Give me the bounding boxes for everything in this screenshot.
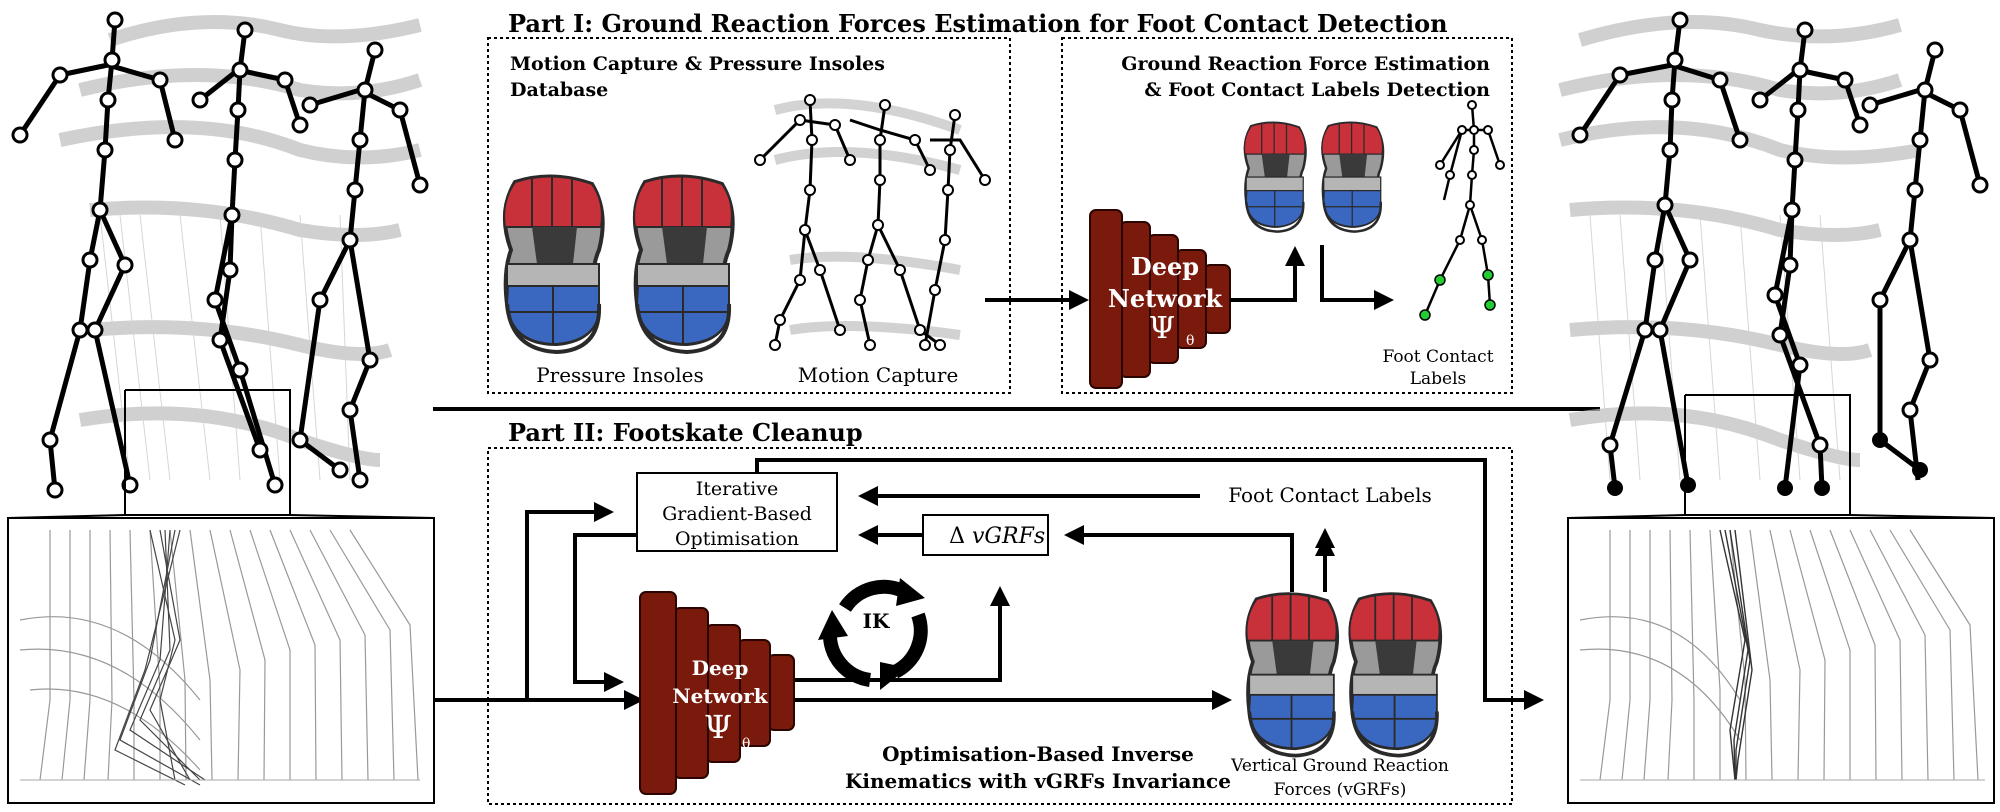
pressure-insole-right [632,173,735,354]
network1-label-2: Network [1108,284,1224,313]
delta-vgrfs-label: vGRFs [972,524,1045,549]
database-title-1: Motion Capture & Pressure Insoles [510,53,885,75]
network1-theta: θ [1186,333,1194,349]
pressure-insoles-label: Pressure Insoles [536,363,704,387]
optimisation-box [636,472,838,552]
vgrf-insoles [1244,590,1443,758]
vgrf-to-delta-arrow [1064,525,1294,592]
database-box [487,37,1011,394]
ik-caption-1: Optimisation-Based Inverse [882,742,1194,766]
part2-title: Part II: Footskate Cleanup [508,418,863,447]
vgrf-label-1: Vertical Ground Reaction [1230,756,1449,776]
vgrf-label-2: Forces (vGRFs) [1274,780,1407,800]
contact-label-skeleton [1419,100,1505,321]
ik-label: IK [863,609,890,633]
insoles-to-labels-arrow [1320,245,1394,310]
ik-cycle-arrowheads [818,578,925,690]
foot-contact-labels-text: Foot Contact Labels [1228,483,1432,507]
optimisation-label-3: Optimisation [675,528,799,550]
foot-contact-label-1: Foot Contact [1382,347,1493,367]
network2-label-2: Network [672,684,768,708]
estimation-box [1061,37,1513,394]
estimated-insoles [1243,120,1385,233]
network2-label-1: Deep [692,656,749,680]
output-arrow [755,458,1544,710]
foot-contact-label-2: Labels [1410,369,1467,389]
delta-vgrfs-box [922,514,1049,556]
motion-capture-figure [754,94,991,351]
estimation-title-1: Ground Reaction Force Estimation [1121,53,1490,75]
network2-theta: θ [742,736,750,752]
network-to-insoles-arrow [1230,246,1305,302]
ik-caption-2: Kinematics with vGRFs Invariance [845,769,1231,793]
right-zoom-panel [1567,517,1995,804]
database-title-2: Database [510,79,608,101]
part1-title: Part I: Ground Reaction Forces Estimatio… [508,9,1448,38]
optimisation-label-2: Gradient-Based [662,503,812,525]
network1-label-1: Deep [1131,252,1199,281]
network2-psi: Ψ [704,708,732,746]
input-to-optimisation-arrow [525,502,614,700]
network1-psi: Ψ [1149,311,1175,346]
estimation-title-2: & Foot Contact Labels Detection [1144,79,1490,101]
footskate-box [487,447,1513,805]
deep-network-2 [639,591,795,795]
left-motion-figure [7,11,435,519]
deep-network-1 [1089,209,1231,389]
left-zoom-panel [7,517,435,804]
right-motion-figure [1558,11,1995,519]
optimisation-label-1: Iterative [696,478,779,500]
optimisation-to-network-arrow [573,533,637,692]
delta-symbol: Δ [949,524,965,549]
motion-capture-label: Motion Capture [798,363,959,387]
pressure-insole-left [502,173,605,354]
